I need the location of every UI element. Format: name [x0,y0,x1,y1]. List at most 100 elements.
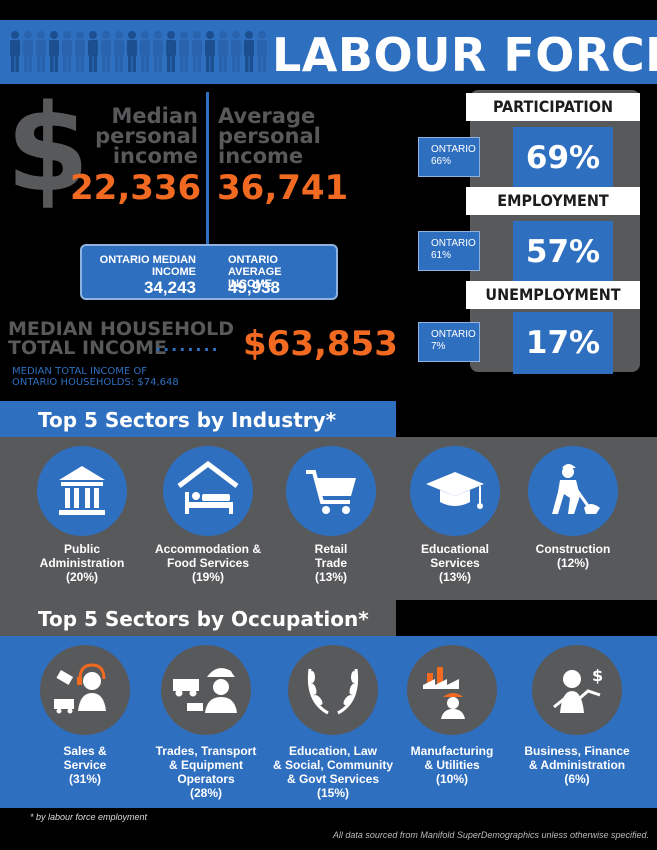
worker-shovel-icon [552,464,600,514]
sector-name-line: & Govt Services [286,772,380,786]
participation-ontario-label: ONTARIO [431,144,476,155]
sector-name-line: Trade [314,556,347,570]
median-income-value: 22,336 [70,168,202,208]
leader-dots: ........ [155,336,220,355]
laurel-wreath-icon [307,668,359,715]
sector-name-line: Retail [314,542,348,556]
sector-name-line: Administration [39,556,125,570]
factory-worker-circle [407,645,497,735]
household-label-line1: MEDIAN HOUSEHOLD [8,318,235,340]
sector-percent: (15%) [316,786,349,800]
unemployment-ontario-value: 7% [431,341,446,352]
sector-name-line: & Utilities [424,758,480,772]
industry-title-bar: Top 5 Sectors by Industry* [0,401,396,437]
occupation-sector-caption: Trades, Transport & Equipment Operators (28… [141,744,271,800]
sector-name-line: Educational [420,542,489,556]
businesswoman-growth-circle: $ [532,645,622,735]
employment-header: EMPLOYMENT [466,187,640,215]
sector-percent: (13%) [314,570,347,584]
footnote: * by labour force employment [30,812,148,822]
ontario-average-label: ONTARIO AVERAGE INCOME [228,254,282,290]
ontario-average-value: 49,938 [228,278,280,297]
median-income-label: Median personal income [95,104,198,168]
employment-ontario: ONTARIO 61% [418,231,480,271]
sector-percent: (10%) [435,772,468,786]
sector-name-line: & Social, Community [272,758,394,772]
laurel-wreath-circle [288,645,378,735]
ontario-household-line2: ONTARIO HOUSEHOLDS: $74,648 [12,377,179,388]
factory-worker-icon [423,667,465,719]
government-building-circle [37,446,127,536]
unemployment-ontario: ONTARIO 7% [418,322,480,362]
graduation-cap-icon [426,472,484,509]
industry-sector-caption: Construction (12%) [508,542,638,570]
participation-header: PARTICIPATION [466,93,640,121]
shopping-cart-icon [306,470,356,514]
hardhat-truck-circle [161,645,251,735]
hardhat-truck-icon [173,668,237,713]
bed-circle [163,446,253,536]
occupation-sector-caption: Manufacturing & Utilities (10%) [387,744,517,786]
participation-ontario: ONTARIO 66% [418,137,480,177]
sector-percent: (31%) [68,772,101,786]
headset-agent-icon [54,663,106,714]
government-building-icon [59,466,105,515]
employment-value: 57% [513,221,613,283]
participation-value: 69% [513,127,613,189]
sector-name-line: Service [63,758,107,772]
occupation-title-bar: Top 5 Sectors by Occupation* [0,600,396,636]
sector-percent: (6%) [564,772,590,786]
sector-name-line: Food Services [166,556,250,570]
header: LABOUR FORCE [0,0,657,84]
ontario-median-value: 34,243 [144,278,196,297]
sector-name-line: Public [63,542,100,556]
industry-sector-caption: Accommodation & Food Services (19%) [143,542,273,584]
employment-ontario-label: ONTARIO [431,238,476,249]
sector-name-line: Accommodation & [154,542,261,556]
ontario-income-box: ONTARIO MEDIAN INCOME ONTARIO AVERAGE IN… [80,244,338,300]
sector-percent: (12%) [556,556,589,570]
employment-ontario-value: 61% [431,250,452,261]
sector-name-line: Manufacturing [410,744,494,758]
sector-name-line: Education, Law [288,744,377,758]
unemployment-header: UNEMPLOYMENT [466,281,640,309]
industry-sector-caption: Educational Services (13%) [390,542,520,584]
participation-ontario-value: 66% [431,156,452,167]
sector-percent: (13%) [438,570,471,584]
sector-percent: (28%) [189,786,222,800]
headset-agent-circle [40,645,130,735]
sector-percent: (20%) [65,570,98,584]
businesswoman-growth-icon: $ [553,666,603,713]
occupation-sector-caption: Sales & Service (31%) [20,744,150,786]
sector-name-line: Construction [535,542,611,556]
industry-sector-caption: Public Administration (20%) [17,542,147,584]
household-income-value: $63,853 [243,324,398,364]
occupation-sector-caption: Education, Law & Social, Community & Govt … [268,744,398,800]
household-label-line2: TOTAL INCOME [8,337,167,359]
occupation-title: Top 5 Sectors by Occupation* [38,607,369,631]
ontario-household-line1: MEDIAN TOTAL INCOME OF [12,366,148,377]
occupation-sector-caption: Business, Finance & Administration (6%) [512,744,642,786]
sector-name-line: & Administration [528,758,626,772]
average-income-value: 36,741 [217,168,349,208]
people-row-icon [10,31,267,72]
worker-shovel-circle [528,446,618,536]
average-income-label: Average personal income [218,104,321,168]
unemployment-ontario-label: ONTARIO [431,329,476,340]
sector-name-line: Services [430,556,480,570]
unemployment-value: 17% [513,312,613,374]
industry-title: Top 5 Sectors by Industry* [38,408,337,432]
sector-name-line: Sales & [63,744,107,758]
ontario-household-income: MEDIAN TOTAL INCOME OF ONTARIO HOUSEHOLD… [12,366,179,388]
bed-icon [177,460,239,514]
industry-sector-caption: Retail Trade (13%) [266,542,396,584]
sector-name-line: Business, Finance [524,744,630,758]
sector-name-line: Trades, Transport [155,744,257,758]
sector-name-line: Operators [177,772,235,786]
shopping-cart-circle [286,446,376,536]
sector-percent: (19%) [191,570,224,584]
household-income-label: MEDIAN HOUSEHOLD TOTAL INCOME [8,320,234,358]
ontario-median-label: ONTARIO MEDIAN INCOME [99,254,196,278]
sector-name-line: & Equipment [169,758,243,772]
divider [206,92,209,250]
